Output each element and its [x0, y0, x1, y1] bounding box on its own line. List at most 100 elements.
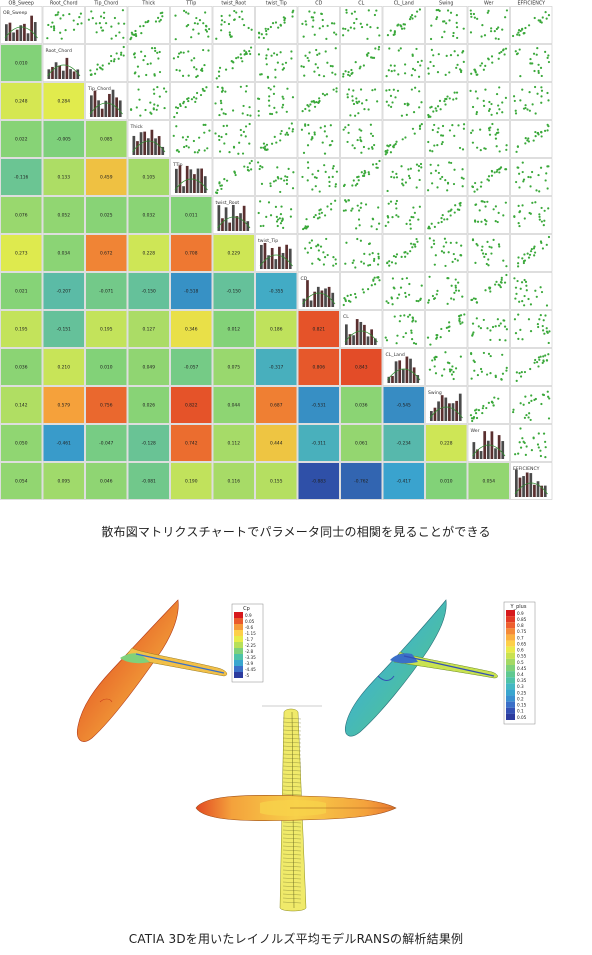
histogram-bar [288, 248, 292, 269]
legend-label: 0.15 [517, 703, 527, 708]
correlation-value: 0.579 [57, 403, 70, 409]
correlation-cell [256, 463, 297, 499]
correlation-value: -0.518 [184, 289, 198, 295]
histogram-bar [437, 401, 440, 421]
histogram-bar [501, 441, 505, 459]
histogram-bar [433, 407, 437, 421]
histogram-bar [398, 360, 402, 383]
scatter-cell [384, 313, 418, 345]
correlation-cell [1, 463, 42, 499]
correlation-value: 0.034 [57, 251, 70, 257]
correlation-cell [86, 387, 127, 423]
scatter-cell [215, 46, 253, 80]
correlation-value: 0.346 [185, 327, 198, 333]
scatter-cell [89, 45, 125, 76]
correlation-cell [43, 121, 84, 157]
correlation-value: 0.284 [57, 99, 70, 105]
scatter-cell [469, 86, 508, 116]
correlation-value: 0.032 [142, 213, 155, 219]
correlation-cell [213, 387, 254, 423]
correlation-value: 0.052 [57, 213, 70, 219]
histogram-bar [161, 146, 165, 155]
correlation-cell [256, 349, 297, 385]
correlation-value: 0.050 [15, 441, 28, 447]
histogram-bar [529, 473, 533, 497]
histogram-bar [497, 435, 501, 459]
legend-swatch [234, 660, 243, 666]
correlation-value: 0.026 [142, 403, 155, 409]
legend-label: 0.25 [517, 690, 527, 695]
correlation-value: 0.210 [57, 365, 70, 371]
correlation-value: -0.417 [397, 479, 411, 485]
scatter-matrix-caption: 散布図マトリクスチャートでパラメータ同士の相関を見ることができる [101, 525, 491, 539]
correlation-cell [128, 159, 169, 195]
histogram-bar [363, 324, 366, 345]
correlation-value: -0.207 [57, 289, 71, 295]
legend-label: -4.45 [245, 667, 256, 672]
legend-label: 0.85 [517, 617, 527, 622]
correlation-cell [128, 387, 169, 423]
scatter-cell [512, 390, 551, 422]
histogram-bar [476, 449, 479, 459]
scatter-cell [302, 199, 337, 231]
diagonal-variable-label: twist_Root [216, 200, 240, 206]
scatter-cell [427, 48, 465, 76]
correlation-value: 0.190 [185, 479, 198, 485]
correlation-cell [86, 121, 127, 157]
correlation-cell [213, 273, 254, 309]
legend-swatch [506, 646, 515, 653]
scatter-cell [301, 161, 339, 193]
correlation-cell [43, 387, 84, 423]
histogram-bar [217, 205, 221, 231]
scatter-cell [172, 123, 211, 154]
scatter-cell [342, 275, 381, 307]
column-header: EFFICIENCY [517, 1, 545, 7]
legend-label: -3.9 [245, 661, 254, 666]
histogram-bar [154, 138, 157, 155]
correlation-cell [171, 235, 212, 271]
correlation-cell [256, 425, 297, 461]
histogram-bar [178, 165, 182, 193]
correlation-value: 0.116 [227, 479, 240, 485]
correlation-value: -0.116 [14, 175, 28, 181]
correlation-cell [86, 463, 127, 499]
histogram-bar [391, 375, 394, 383]
correlation-value: -0.234 [397, 441, 411, 447]
histogram-bar [472, 442, 476, 459]
correlation-value: -0.057 [184, 365, 198, 371]
scatter-cell [214, 84, 252, 117]
scatter-cell [470, 273, 508, 304]
correlation-cell [1, 159, 42, 195]
scatter-cell [470, 47, 508, 76]
histogram-bar [111, 89, 115, 117]
histogram-bar [90, 95, 93, 117]
correlation-value: -0.545 [397, 403, 411, 409]
correlation-value: 0.010 [15, 61, 28, 67]
correlation-value: -0.128 [142, 441, 156, 447]
histogram-bar [316, 286, 320, 307]
legend-title: Y_plus [510, 604, 527, 610]
correlation-cell [213, 425, 254, 461]
histogram-bar [320, 290, 324, 307]
scatter-cell [304, 237, 338, 267]
legend-swatch [506, 628, 515, 635]
column-header: OB_Sweep [9, 1, 34, 7]
correlation-value: 0.229 [227, 251, 240, 257]
correlation-cell [256, 387, 297, 423]
correlation-cell [1, 83, 42, 119]
correlation-cell [468, 463, 509, 499]
legend-swatch [506, 634, 515, 641]
scatter-matrix-chart: OB_Sweep Root_Chord Tip_Chord Thick TTip twis… [0, 1, 553, 500]
scatter-cell [214, 122, 251, 155]
histogram-bar [270, 247, 274, 269]
correlation-value: 0.273 [15, 251, 28, 257]
correlation-cell [298, 425, 339, 461]
correlation-value: 0.105 [142, 175, 155, 181]
scatter-cell [516, 235, 551, 268]
diagonal-variable-label: Root_Chord [46, 48, 72, 54]
scatter-cell [386, 237, 419, 267]
correlation-cell [1, 273, 42, 309]
histogram-bar [387, 376, 391, 383]
histogram-bar [518, 477, 522, 497]
histogram-bar [260, 244, 263, 269]
